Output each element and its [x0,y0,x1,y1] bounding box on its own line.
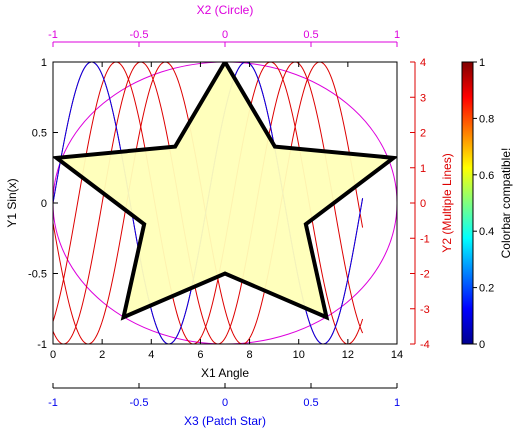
y1-tick-label: -0.5 [28,269,47,281]
x3-tick-label: 0 [222,397,228,409]
y2-tick-label: -4 [420,339,430,351]
y1-axis-label: Y1 Sin(x) [5,178,19,227]
y1-tick-label: 0 [41,198,47,210]
x2-tick-label: -1 [48,29,58,41]
x3-tick-label: 1 [394,397,400,409]
x1-axis: 0 2 4 6 8 10 12 14 [50,62,403,361]
plot-series-layer [53,62,397,344]
x1-tick-label: 8 [247,349,253,361]
x3-tick-label: -1 [48,397,58,409]
colorbar-label: Colorbar compatible! [499,148,513,259]
x1-tick-label: 6 [197,349,203,361]
x2-tick-label: -0.5 [130,29,149,41]
y2-tick-label: 2 [420,128,426,140]
y2-axis: -4 -3 -2 -1 0 1 2 3 4 [410,57,430,351]
colorbar-tick-label: 0.2 [479,283,494,295]
x1-tick-label: 14 [391,349,403,361]
y2-tick-label: -3 [420,304,430,316]
y1-tick-label: 0.5 [32,128,47,140]
x1-tick-label: 4 [148,349,154,361]
x3-axis: -1 -0.5 0 0.5 1 [48,383,400,409]
y2-axis-label: Y2 (Multiple Lines) [440,153,454,252]
y1-tick-label: -1 [37,339,47,351]
y1-tick-label: 1 [41,57,47,69]
x1-tick-label: 10 [293,349,305,361]
x2-axis-label: X2 (Circle) [197,3,254,17]
y2-tick-label: -1 [420,233,430,245]
x3-tick-label: -0.5 [130,397,149,409]
x2-axis: -1 -0.5 0 0.5 1 [48,29,400,47]
colorbar-tick-label: 0 [479,339,485,351]
colorbar-gradient [461,61,474,345]
x1-tick-label: 0 [50,349,56,361]
colorbar-axis: 0 0.2 0.4 0.6 0.8 1 [473,57,494,351]
y2-tick-label: 4 [420,57,426,69]
colorbar-tick-label: 0.6 [479,170,494,182]
y2-tick-label: 3 [420,92,426,104]
y2-tick-label: -2 [420,269,430,281]
x1-tick-label: 2 [99,349,105,361]
y2-tick-label: 1 [420,163,426,175]
patch-star-series [53,62,397,321]
x3-tick-label: 0.5 [303,397,318,409]
x3-axis-label: X3 (Patch Star) [184,414,266,428]
x2-tick-label: 0.5 [303,29,318,41]
y2-tick-label: 0 [420,198,426,210]
x2-tick-label: 0 [222,29,228,41]
colorbar-tick-label: 1 [479,57,485,69]
y1-axis: -1 -0.5 0 0.5 1 [28,57,58,351]
colorbar-tick-label: 0.8 [479,113,494,125]
x2-tick-label: 1 [394,29,400,41]
x1-tick-label: 12 [342,349,354,361]
colorbar-tick-label: 0.4 [479,226,494,238]
x1-axis-label: X1 Angle [201,366,249,380]
